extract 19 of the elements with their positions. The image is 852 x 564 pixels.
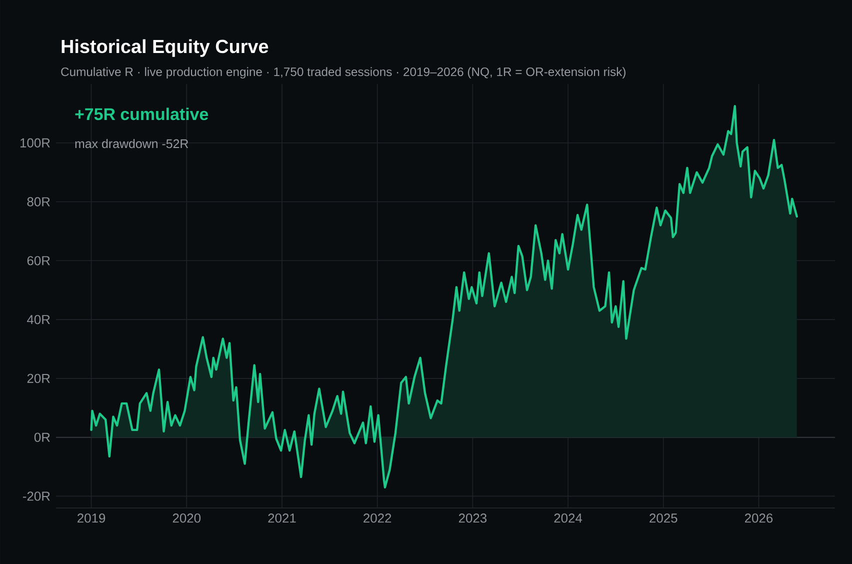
y-tick-label: -20R: [22, 492, 50, 501]
x-tick-label: 2024: [554, 514, 582, 523]
y-tick-label: 80R: [27, 197, 50, 206]
annotation: max drawdown -52R: [75, 138, 188, 148]
y-tick-label: 60R: [27, 256, 50, 266]
chart-subtitle: Cumulative R · live production engine · 1,750 traded sessions · 2019–2026 (NQ, 1R = OR-extension risk): [61, 67, 626, 79]
x-tick-label: 2021: [268, 514, 296, 523]
x-tick-label: 2019: [78, 514, 106, 523]
x-tick-label: 2023: [458, 514, 487, 523]
chart-title: Historical Equity Curve: [62, 39, 268, 57]
x-tick-label: 2026: [744, 514, 773, 523]
x-tick-label: 2022: [364, 514, 392, 523]
y-tick-label: 100R: [20, 138, 50, 148]
y-tick-label: 20R: [27, 374, 50, 384]
y-tick-label: 40R: [27, 314, 50, 324]
annotation: +75R cumulative: [75, 108, 208, 120]
x-tick-label: 2025: [650, 514, 678, 523]
x-tick-label: 2020: [172, 514, 201, 523]
y-tick-label: 0R: [34, 432, 50, 442]
